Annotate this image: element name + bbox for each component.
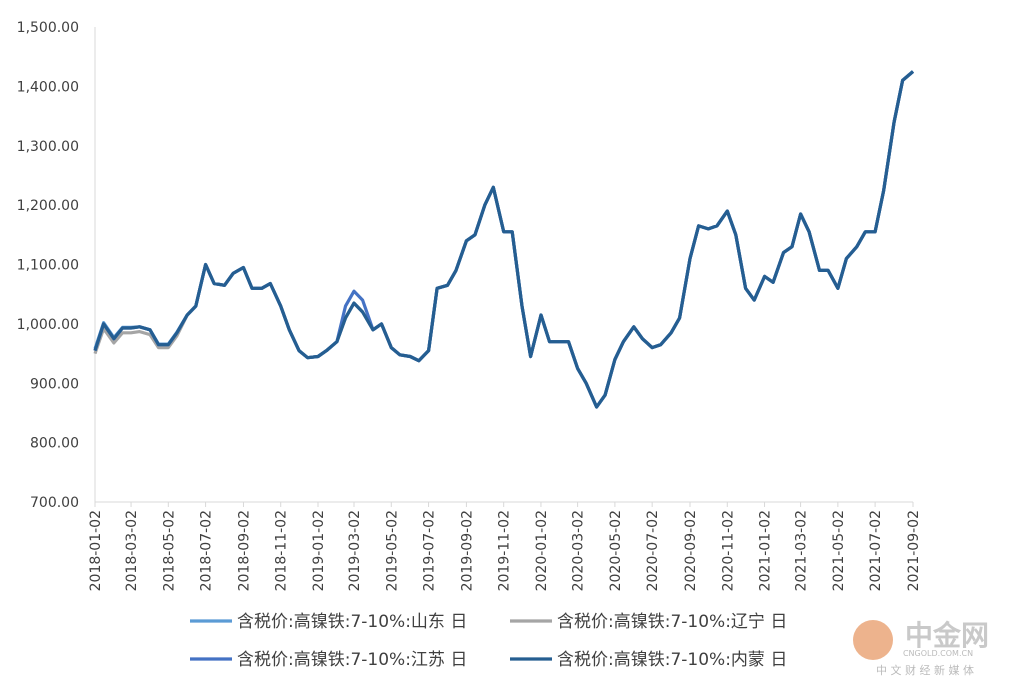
x-tick-label: 2020-03-02 [571,510,587,591]
domain: CNGOLD.COM.CN [903,649,973,658]
x-tick-label: 2018-07-02 [199,510,215,591]
x-tick-label: 2021-07-02 [868,510,884,591]
series-line [93,70,915,409]
x-tick-label: 2019-11-02 [497,510,513,591]
y-tick-label: 1,300.00 [17,139,79,155]
y-tick-label: 1,000.00 [17,317,79,333]
x-tick-label: 2020-05-02 [608,510,624,591]
watermark: 中金网 CNGOLD.COM.CN 中 文 财 经 新 媒 体 [853,619,989,677]
x-tick-label: 2021-09-02 [906,510,922,591]
x-tick-label: 2018-11-02 [274,510,290,591]
y-tick-label: 900.00 [30,376,79,392]
series-line [93,70,915,409]
x-tick-label: 2021-05-02 [831,510,847,591]
x-tick-label: 2019-03-02 [347,510,363,591]
x-tick-label: 2018-05-02 [161,510,177,591]
slogan: 中 文 财 经 新 媒 体 [876,663,974,677]
legend-label: 含税价:高镍铁:7-10%:江苏 日 [237,650,467,670]
x-tick-label: 2019-07-02 [422,510,438,591]
legend-label: 含税价:高镍铁:7-10%:山东 日 [237,612,467,632]
x-tick-label: 2020-11-02 [720,510,736,591]
legend-label: 含税价:高镍铁:7-10%:内蒙 日 [557,650,787,670]
brand: 中金网 [905,619,989,652]
y-tick-label: 700.00 [30,495,79,511]
x-tick-label: 2021-03-02 [794,510,810,591]
logo [853,620,893,660]
y-tick-label: 1,200.00 [17,198,79,214]
series-line [93,70,915,409]
x-tick-label: 2018-03-02 [124,510,140,591]
y-tick-label: 1,400.00 [17,79,79,95]
x-tick-label: 2020-01-02 [534,510,550,591]
y-tick-label: 1,500.00 [17,20,79,36]
series-line [93,70,915,409]
y-tick-label: 800.00 [30,436,79,452]
x-tick-label: 2018-01-02 [88,510,104,591]
x-tick-label: 2020-07-02 [645,510,661,591]
x-tick-label: 2019-09-02 [459,510,475,591]
x-tick-label: 2021-01-02 [758,510,774,591]
x-tick-label: 2018-09-02 [236,510,252,591]
y-tick-label: 1,100.00 [17,258,79,274]
x-tick-label: 2019-05-02 [384,510,400,591]
x-tick-label: 2019-01-02 [311,510,327,591]
x-tick-label: 2020-09-02 [683,510,699,591]
legend-label: 含税价:高镍铁:7-10%:辽宁 日 [557,612,787,632]
